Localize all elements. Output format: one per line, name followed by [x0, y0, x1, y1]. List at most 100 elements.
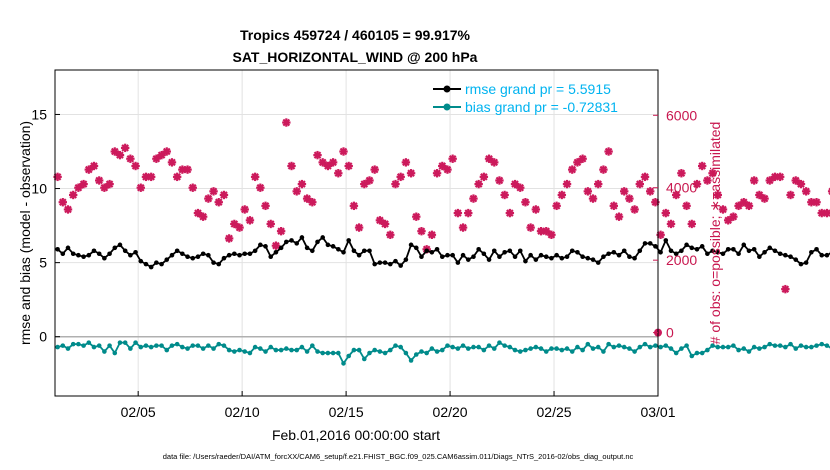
obs-assimilated-marker: [214, 198, 223, 207]
rmse-point: [481, 251, 487, 257]
obs-assimilated-marker: [308, 198, 317, 207]
bias-point: [429, 346, 435, 351]
bias-point: [533, 344, 539, 350]
obs-assimilated-marker: [240, 205, 249, 214]
bias-point: [668, 346, 674, 351]
rmse-point: [725, 247, 731, 252]
rmse-point: [647, 241, 653, 246]
rmse-point: [554, 252, 559, 258]
rmse-point: [434, 247, 440, 252]
rmse-point: [320, 235, 326, 240]
bias-point: [356, 347, 362, 353]
obs-assimilated-marker: [827, 187, 830, 196]
obs-assimilated-marker: [775, 172, 785, 182]
rmse-point: [278, 245, 284, 251]
obs-assimilated-marker: [282, 118, 291, 127]
bias-point: [65, 346, 71, 351]
bias-point: [346, 353, 352, 359]
rmse-point: [122, 248, 128, 254]
obs-assimilated-marker: [417, 226, 426, 236]
bias-point: [403, 350, 409, 356]
rmse-point: [169, 252, 175, 258]
bias-point: [164, 347, 170, 353]
obs-assimilated-marker: [370, 165, 379, 174]
rmse-point: [705, 251, 710, 257]
bias-point: [736, 347, 741, 353]
bias-point: [627, 346, 632, 351]
bias-point: [304, 349, 310, 354]
rmse-point: [206, 252, 211, 258]
bias-point: [351, 347, 357, 353]
bias-point: [814, 343, 819, 348]
bias-point: [299, 344, 305, 350]
bias-point: [684, 343, 689, 348]
bias-point: [315, 349, 320, 354]
obs-assimilated-marker: [812, 198, 821, 207]
rmse-point: [497, 254, 502, 260]
bias-point: [70, 341, 76, 347]
bias-point: [793, 346, 799, 351]
rmse-point: [273, 249, 279, 255]
rmse-point: [263, 244, 268, 249]
rmse-point: [419, 254, 424, 260]
obs-assimilated-marker: [328, 158, 338, 167]
rmse-point: [387, 261, 393, 267]
bias-point: [341, 361, 346, 366]
rmse-point: [762, 249, 767, 255]
rmse-point: [455, 260, 461, 265]
bias-point: [601, 349, 606, 354]
rmse-point: [237, 252, 242, 258]
bias-point: [268, 344, 274, 350]
bias-point: [731, 343, 736, 348]
rmse-point: [606, 251, 611, 257]
rmse-point: [367, 248, 372, 254]
bias-point: [528, 346, 533, 351]
rmse-point: [408, 242, 414, 248]
bias-point: [393, 343, 398, 348]
obs-assimilated-marker: [313, 150, 322, 160]
obs-assimilated-marker: [692, 179, 702, 189]
footnote: data file: /Users/raeder/DAI/ATM_forcXX/…: [163, 452, 634, 461]
rmse-point: [138, 258, 144, 264]
rmse-point: [814, 247, 819, 252]
rmse-point: [341, 249, 346, 255]
rmse-point: [102, 255, 107, 261]
rmse-point: [632, 255, 637, 261]
bias-point: [133, 340, 138, 345]
line-series: [55, 235, 830, 366]
bias-point: [206, 343, 211, 348]
rmse-point: [611, 249, 617, 255]
rmse-point: [195, 254, 201, 260]
obs-assimilated-marker: [708, 169, 717, 178]
rmse-point: [361, 248, 367, 254]
rmse-point: [377, 260, 383, 265]
rmse-point: [564, 254, 570, 260]
obs-assimilated-marker: [713, 190, 722, 200]
rmse-point: [549, 255, 554, 261]
obs-assimilated-marker: [412, 212, 421, 221]
rmse-point: [590, 257, 596, 262]
obs-assimilated-marker: [427, 230, 437, 240]
rmse-point: [777, 251, 783, 257]
obs-assimilated-marker: [531, 205, 541, 214]
rmse-point: [325, 242, 331, 248]
rmse-point: [242, 251, 248, 257]
obs-assimilated-marker: [261, 201, 270, 211]
bias-point: [117, 340, 123, 345]
obs-assimilated-marker: [448, 154, 457, 163]
bias-point: [55, 344, 60, 350]
rmse-point: [793, 257, 799, 262]
bias-point: [611, 344, 617, 350]
obs-assimilated-marker: [557, 190, 567, 200]
bias-point: [632, 349, 637, 354]
obs-assimilated-marker: [354, 223, 364, 232]
rmse-point: [679, 248, 684, 254]
obs-assimilated-marker: [126, 154, 135, 163]
obs-assimilated-marker: [266, 219, 275, 229]
bias-point: [408, 358, 414, 363]
rmse-point: [330, 244, 336, 249]
bias-point: [595, 344, 601, 350]
rmse-point: [694, 247, 700, 252]
bias-point: [819, 341, 825, 347]
rmse-point: [627, 254, 632, 260]
